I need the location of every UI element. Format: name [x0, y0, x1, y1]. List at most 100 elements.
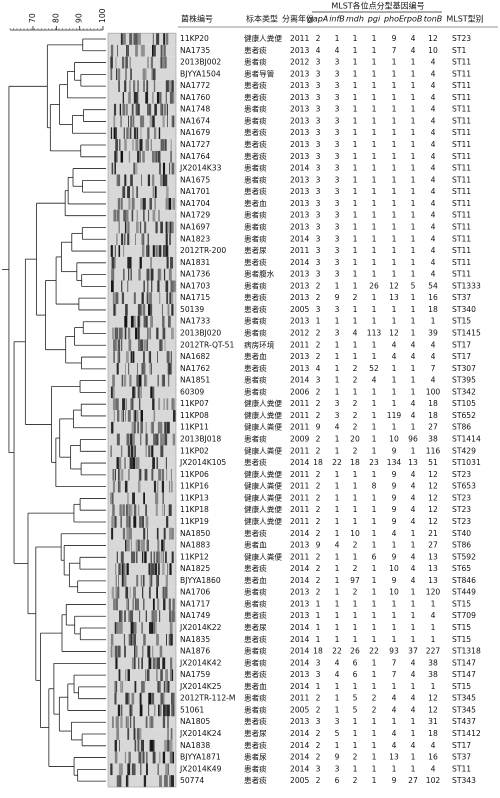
gel-band	[125, 410, 126, 422]
gel-band	[159, 610, 161, 623]
gel-band	[152, 645, 154, 658]
strain-id: NA1876	[180, 647, 210, 656]
gel-band	[163, 33, 166, 45]
allele: 38	[428, 670, 438, 679]
gel-band	[162, 539, 165, 552]
allele: 27	[428, 541, 438, 550]
gel-band	[149, 115, 153, 128]
allele: 3	[335, 399, 340, 408]
gel-band	[152, 44, 154, 57]
allele: 93	[389, 647, 399, 656]
header-strain: 菌株编号	[181, 14, 213, 24]
gel-band	[133, 292, 136, 305]
gel-band	[121, 410, 124, 422]
gel-band	[149, 574, 152, 587]
gel-lane	[108, 504, 176, 517]
gel-band	[163, 44, 166, 57]
strain-id: NA1835	[180, 635, 210, 644]
gel-band	[143, 633, 146, 646]
gel-band	[112, 386, 115, 399]
allele: 1	[431, 682, 436, 691]
st-type: ST709	[452, 611, 476, 620]
gel-band	[133, 622, 137, 634]
allele: 1	[353, 211, 358, 220]
allele: 4	[411, 399, 416, 408]
allele: 1	[392, 305, 397, 314]
year: 2014	[290, 658, 309, 667]
allele: 12	[428, 705, 438, 714]
st-type: ST1	[452, 46, 466, 55]
gel-band	[133, 633, 137, 646]
strain-id: 11KP11	[180, 423, 209, 432]
gel-band	[153, 68, 155, 81]
gel-band	[162, 327, 166, 340]
year: 2013	[290, 588, 309, 597]
gel-band	[158, 150, 161, 163]
allele: 4	[353, 329, 358, 338]
gel-band	[140, 421, 143, 434]
gel-lane	[108, 44, 176, 57]
gel-band	[125, 586, 129, 599]
specimen-type: 患者痰	[244, 763, 267, 773]
allele: 4	[411, 340, 416, 349]
allele: 1	[335, 694, 340, 703]
gel-band	[124, 610, 126, 623]
allele: 1	[353, 140, 358, 149]
gel-band	[170, 751, 172, 764]
gel-band	[116, 362, 119, 375]
allele: 1	[411, 329, 416, 338]
gel-band	[129, 127, 132, 140]
allele: 1	[353, 493, 358, 502]
allele: 1	[353, 552, 358, 561]
st-type: ST11	[452, 128, 471, 137]
year: 2011	[290, 340, 309, 349]
gel-band	[140, 115, 143, 128]
gel-band	[137, 304, 141, 316]
gel-band	[112, 327, 114, 340]
header-mlst-group: MLST各位点分型基因编号	[331, 1, 424, 11]
year: 2011	[290, 423, 309, 432]
allele: 4	[335, 46, 340, 55]
allele: 1	[353, 175, 358, 184]
strain-id: BJYYA1504	[180, 69, 221, 78]
specimen-type: 患者痰	[244, 233, 267, 243]
strain-id: 60309	[180, 387, 204, 396]
allele: 1	[335, 635, 340, 644]
strain-id: NA1823	[180, 234, 210, 243]
gel-lane	[108, 33, 176, 45]
allele: 1	[335, 493, 340, 502]
allele: 3	[335, 199, 340, 208]
allele: 1	[392, 364, 397, 373]
gel-band	[131, 209, 134, 222]
gel-band	[152, 598, 155, 611]
gel-band	[118, 327, 122, 340]
gel-band	[111, 516, 113, 528]
gel-band	[133, 162, 136, 175]
specimen-type: 健康人粪便	[244, 33, 282, 43]
gel-band	[160, 433, 163, 446]
gel-band	[169, 622, 172, 634]
gel-band	[140, 198, 144, 210]
gel-band	[115, 327, 118, 340]
allele: 4	[431, 258, 436, 267]
gel-band	[157, 351, 159, 363]
gel-band	[133, 716, 135, 729]
gel-band	[166, 245, 169, 257]
allele: 1	[372, 399, 377, 408]
gel-band	[171, 256, 174, 269]
gel-band	[164, 504, 165, 517]
allele: 18	[313, 458, 323, 467]
allele: 1	[353, 222, 358, 231]
allele: 1	[411, 234, 416, 243]
gel-band	[132, 186, 134, 199]
allele: 27	[408, 776, 418, 785]
allele: 4	[392, 741, 397, 750]
allele: 1	[431, 635, 436, 644]
specimen-type: 患者痰	[244, 316, 267, 326]
gel-band	[147, 127, 150, 140]
year: 2013	[290, 187, 309, 196]
gel-band	[128, 610, 132, 623]
allele: 3	[335, 246, 340, 255]
strain-id: NA1674	[180, 116, 210, 125]
